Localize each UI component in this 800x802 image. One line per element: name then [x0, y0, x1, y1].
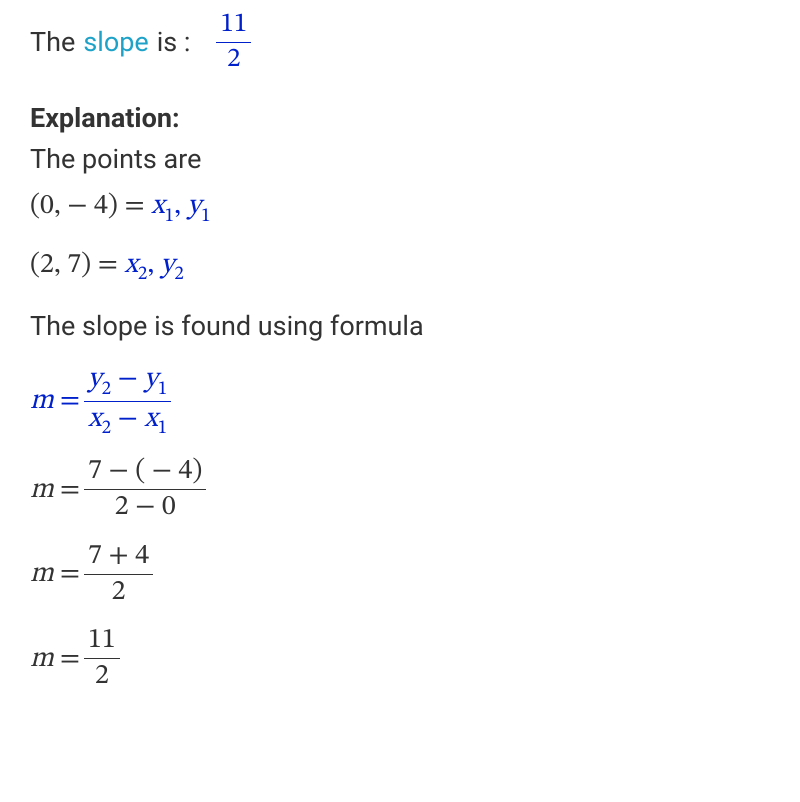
answer-frac-num: 11: [216, 10, 251, 43]
m-var-2: m: [30, 469, 54, 511]
step3-den: 2: [84, 575, 153, 608]
minus-2: −: [111, 405, 144, 433]
step3-num: 7 + 4: [84, 541, 153, 575]
step-result: m = 11 2: [30, 625, 770, 692]
sub-1b: 1: [201, 206, 210, 226]
m-var-4: m: [30, 638, 54, 680]
explanation-page: The slope is : 11 2 Explanation: The poi…: [0, 0, 800, 730]
equals-s4: =: [60, 638, 80, 680]
x1-var: x: [144, 405, 157, 433]
step2-den: 2 − 0: [84, 490, 206, 523]
point-1-line: (0, − 4) = x1, y1: [30, 185, 770, 229]
formula-fraction: y2 − y1 x2 − x1: [80, 364, 175, 438]
point-2-label: x2, y2: [125, 251, 184, 279]
formula-intro: The slope is found using formula: [30, 306, 770, 347]
answer-frac-den: 2: [216, 43, 251, 75]
minus: −: [111, 365, 144, 393]
answer-prefix: The: [30, 22, 75, 63]
equals: =: [60, 380, 80, 422]
point-2-coords: (2, 7): [30, 251, 91, 279]
step3-fraction: 7 + 4 2: [80, 541, 157, 608]
explanation-section: Explanation: The points are (0, − 4) = x…: [30, 98, 770, 692]
y1-sub: 1: [158, 379, 167, 399]
m-var: m: [30, 380, 54, 422]
result-num: 11: [84, 625, 120, 659]
points-intro: The points are: [30, 139, 770, 180]
sub-2b: 2: [174, 264, 183, 284]
equals-sign-2: =: [98, 251, 125, 279]
step2-fraction: 7 − ( − 4) 2 − 0: [80, 456, 210, 523]
y2-sub: 2: [102, 379, 111, 399]
slope-formula-step: m = y2 − y1 x2 − x1: [30, 364, 770, 438]
y1-var: y: [144, 365, 158, 393]
equals-sign: =: [125, 192, 152, 220]
x1-sub: 1: [158, 418, 167, 438]
point-1-label: x1, y1: [151, 192, 210, 220]
equals-s3: =: [60, 553, 80, 595]
step-simplify: m = 7 + 4 2: [30, 541, 770, 608]
x-var: x: [151, 192, 164, 220]
y-var-2: y: [161, 251, 175, 279]
y-var: y: [188, 192, 202, 220]
answer-fraction: 11 2: [212, 10, 255, 74]
slope-link[interactable]: slope: [83, 22, 148, 63]
x-var-2: x: [125, 251, 138, 279]
m-var-3: m: [30, 553, 54, 595]
equals-s2: =: [60, 469, 80, 511]
result-fraction: 11 2: [80, 625, 124, 692]
answer-line: The slope is : 11 2: [30, 10, 770, 74]
x2-var: x: [88, 405, 101, 433]
comma: ,: [174, 192, 187, 220]
point-2-line: (2, 7) = x2, y2: [30, 244, 770, 288]
result-den: 2: [84, 659, 120, 692]
comma-2: ,: [147, 251, 160, 279]
y2-var: y: [88, 365, 102, 393]
step2-num: 7 − ( − 4): [84, 456, 206, 490]
point-1-coords: (0, − 4): [30, 192, 118, 220]
step-substitute: m = 7 − ( − 4) 2 − 0: [30, 456, 770, 523]
sub-1: 1: [165, 206, 174, 226]
sub-2: 2: [138, 264, 147, 284]
answer-is: is :: [157, 22, 191, 63]
explanation-heading: Explanation:: [30, 98, 770, 139]
x2-sub: 2: [102, 418, 111, 438]
